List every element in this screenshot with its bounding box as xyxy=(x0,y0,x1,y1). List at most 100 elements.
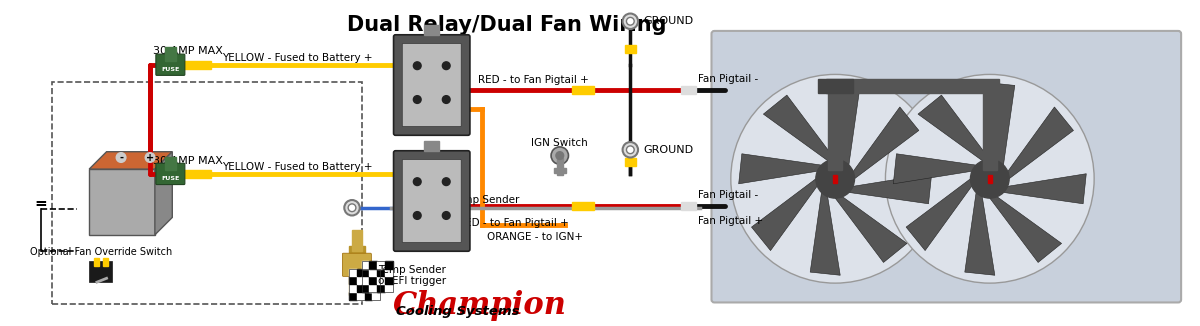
Text: RED - to Fan Pigtail +: RED - to Fan Pigtail + xyxy=(478,75,588,85)
Circle shape xyxy=(413,96,421,103)
Text: FUSE: FUSE xyxy=(161,67,180,72)
FancyBboxPatch shape xyxy=(402,159,461,243)
Text: YELLOW - Fused to Battery +: YELLOW - Fused to Battery + xyxy=(222,53,372,63)
Circle shape xyxy=(413,178,421,185)
Text: +: + xyxy=(146,153,154,162)
Circle shape xyxy=(816,159,854,198)
Circle shape xyxy=(556,152,564,159)
Bar xyxy=(377,269,385,276)
Circle shape xyxy=(348,204,356,212)
FancyBboxPatch shape xyxy=(712,31,1181,303)
Bar xyxy=(349,284,356,292)
Text: Temp Sender
or EFI trigger: Temp Sender or EFI trigger xyxy=(378,265,446,286)
Circle shape xyxy=(443,212,450,219)
Bar xyxy=(828,93,842,170)
Polygon shape xyxy=(763,95,835,161)
Polygon shape xyxy=(155,152,173,235)
Bar xyxy=(356,284,365,292)
FancyBboxPatch shape xyxy=(342,253,371,276)
Bar xyxy=(94,258,98,266)
Polygon shape xyxy=(965,192,995,275)
Bar xyxy=(988,175,991,183)
Bar xyxy=(833,175,838,183)
Bar xyxy=(356,276,365,284)
Bar xyxy=(164,47,176,61)
Bar xyxy=(103,258,108,266)
Bar xyxy=(554,168,565,173)
Circle shape xyxy=(623,13,638,29)
Ellipse shape xyxy=(731,74,940,283)
Polygon shape xyxy=(1008,107,1074,179)
FancyBboxPatch shape xyxy=(402,43,461,126)
Bar xyxy=(385,276,392,284)
Polygon shape xyxy=(853,107,919,179)
Bar xyxy=(424,141,439,151)
Text: =: = xyxy=(35,196,47,211)
Bar xyxy=(680,86,696,94)
Circle shape xyxy=(413,212,421,219)
FancyBboxPatch shape xyxy=(156,163,185,185)
Text: FUSE: FUSE xyxy=(161,176,180,181)
Bar xyxy=(164,156,176,170)
Polygon shape xyxy=(89,152,173,169)
Bar xyxy=(365,276,372,284)
Bar xyxy=(356,292,365,300)
Bar xyxy=(184,61,211,68)
FancyBboxPatch shape xyxy=(394,151,470,251)
Bar xyxy=(826,79,1000,93)
FancyBboxPatch shape xyxy=(394,35,470,135)
Text: 30 AMP MAX: 30 AMP MAX xyxy=(152,156,223,166)
Bar xyxy=(365,284,372,292)
Bar xyxy=(385,269,392,276)
Bar xyxy=(184,170,211,178)
Bar xyxy=(361,261,370,269)
Ellipse shape xyxy=(886,74,1094,283)
Bar xyxy=(372,269,380,276)
Bar xyxy=(349,269,356,276)
Circle shape xyxy=(443,96,450,103)
Bar xyxy=(372,292,380,300)
Text: GROUND: GROUND xyxy=(644,145,694,155)
Bar xyxy=(352,230,361,251)
FancyBboxPatch shape xyxy=(156,54,185,75)
Polygon shape xyxy=(739,154,822,184)
Bar xyxy=(680,202,696,210)
Text: GRAY - to Temp Sender: GRAY - to Temp Sender xyxy=(401,195,520,205)
Circle shape xyxy=(344,200,360,215)
Text: 30 AMP MAX: 30 AMP MAX xyxy=(152,46,223,56)
Bar xyxy=(370,284,377,292)
Polygon shape xyxy=(830,82,860,165)
Text: IGN Switch: IGN Switch xyxy=(532,138,588,148)
Bar xyxy=(53,82,361,304)
Text: Champion: Champion xyxy=(392,290,566,321)
Bar xyxy=(424,25,439,35)
Bar xyxy=(377,276,385,284)
Circle shape xyxy=(116,153,126,162)
Text: -: - xyxy=(119,153,124,162)
Bar xyxy=(349,246,365,295)
Text: Dual Relay/Dual Fan Wiring: Dual Relay/Dual Fan Wiring xyxy=(347,15,666,36)
Bar xyxy=(370,269,377,276)
Text: Fan Pigtail -: Fan Pigtail - xyxy=(698,74,758,84)
Circle shape xyxy=(623,142,638,157)
Polygon shape xyxy=(985,82,1015,165)
Circle shape xyxy=(971,159,1009,198)
Bar xyxy=(624,158,636,166)
Bar xyxy=(385,284,392,292)
Text: GROUND: GROUND xyxy=(644,16,694,26)
Text: RED - to Fan Pigtail +: RED - to Fan Pigtail + xyxy=(458,218,569,228)
Bar xyxy=(349,269,380,300)
Text: ORANGE - to IGN+: ORANGE - to IGN+ xyxy=(487,232,583,242)
Polygon shape xyxy=(1003,174,1086,204)
Circle shape xyxy=(443,62,450,69)
Bar xyxy=(572,86,594,94)
Polygon shape xyxy=(751,179,817,251)
Bar xyxy=(372,284,380,292)
Polygon shape xyxy=(893,154,976,184)
Bar xyxy=(365,292,372,300)
Circle shape xyxy=(443,178,450,185)
Text: Fan Pigtail -: Fan Pigtail - xyxy=(698,190,758,200)
Polygon shape xyxy=(906,179,972,251)
Bar xyxy=(361,284,370,292)
Text: Cooling Systems: Cooling Systems xyxy=(396,305,520,319)
